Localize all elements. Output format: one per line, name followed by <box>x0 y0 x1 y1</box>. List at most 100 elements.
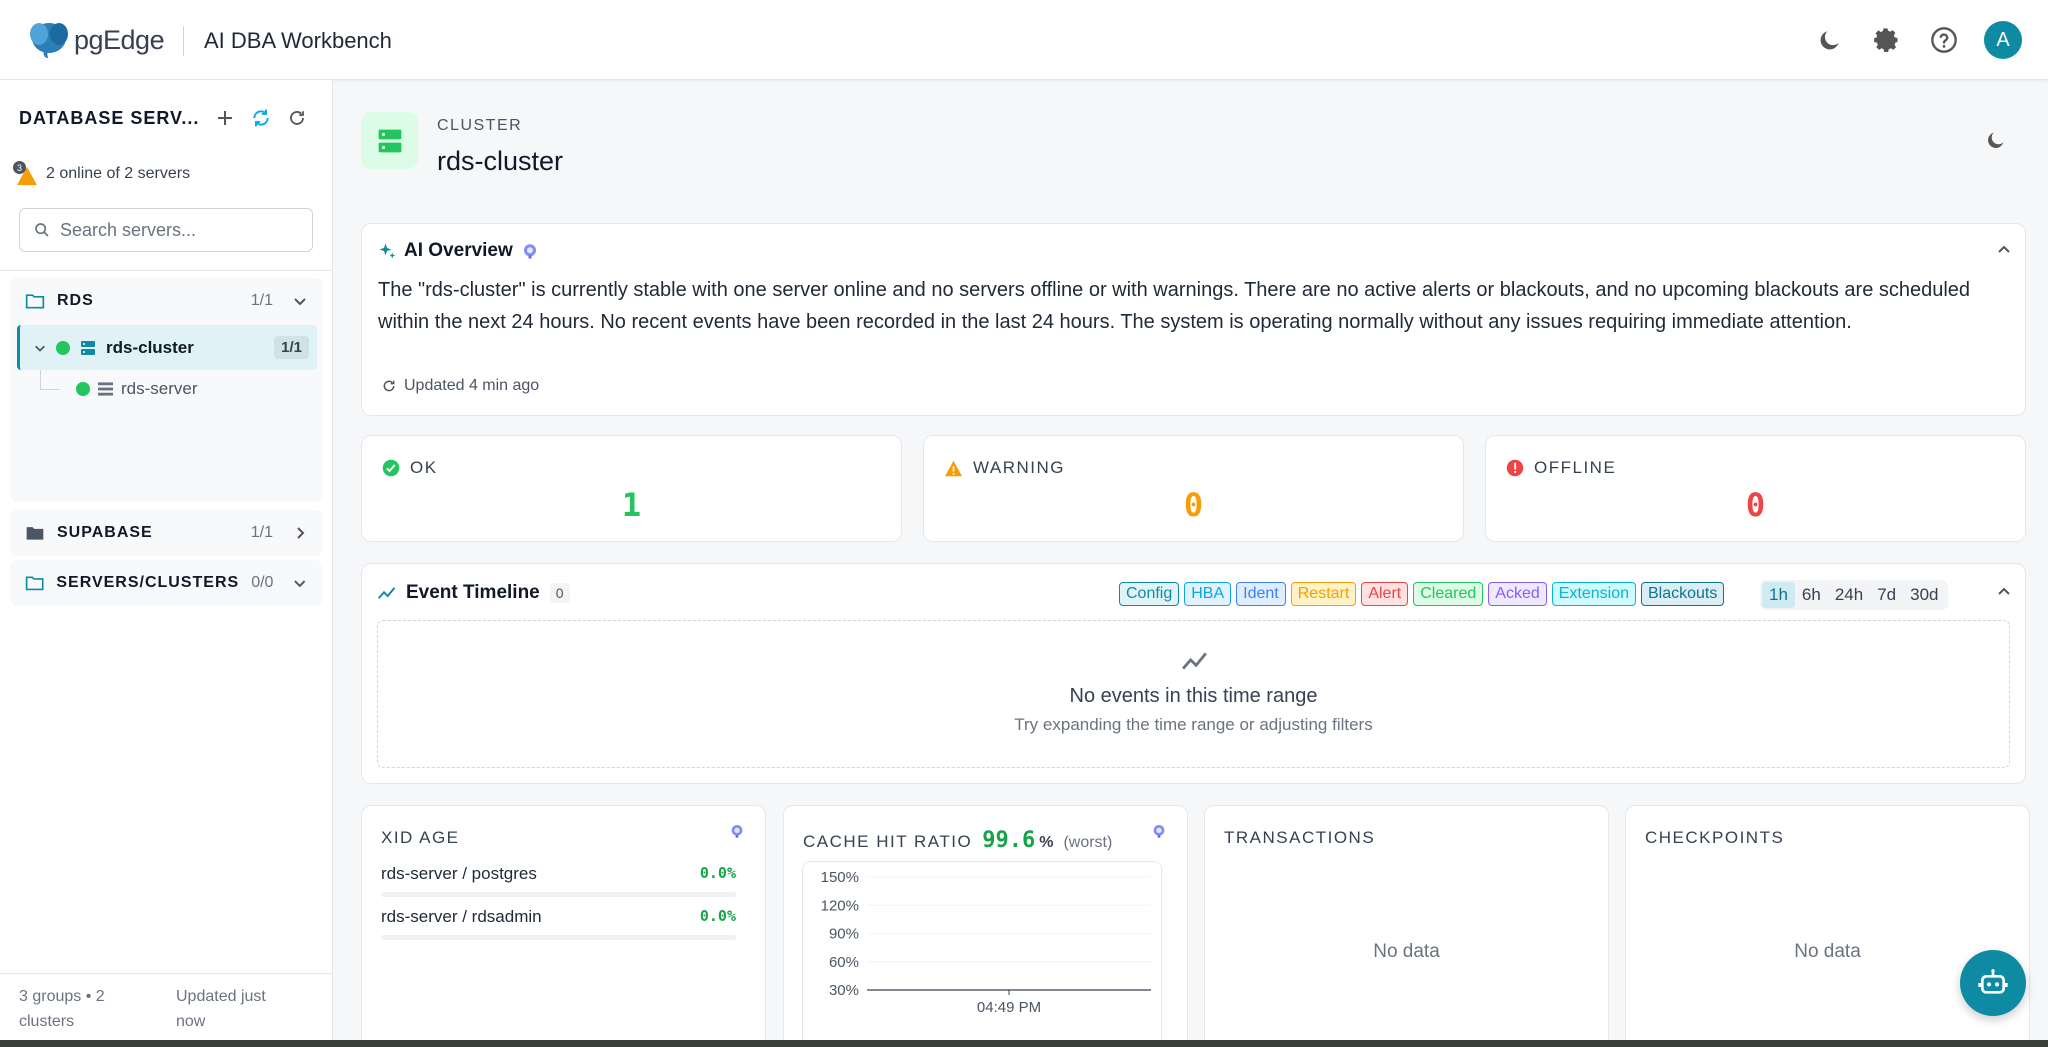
refresh-icon[interactable] <box>284 105 310 131</box>
no-data-text: No data <box>1373 941 1440 962</box>
range-7d[interactable]: 7d <box>1877 585 1897 604</box>
cluster-icon <box>378 129 401 152</box>
online-status-dot <box>56 340 70 355</box>
status-card-warning[interactable]: WARNING 0 <box>923 435 1464 542</box>
moon-icon[interactable] <box>1985 129 2013 157</box>
folder-icon <box>26 527 44 540</box>
xid-age-card: XID AGE rds-server / postgres 0.0% rds-s… <box>361 805 766 1047</box>
chevron-up-icon[interactable] <box>1992 238 2016 262</box>
ai-overview-text: The "rds-cluster" is currently stable wi… <box>378 279 1971 333</box>
page-title: rds-cluster <box>437 146 564 176</box>
sidebar-item-rds-cluster[interactable]: rds-cluster 1/1 <box>17 325 317 370</box>
cache-hit-suffix: (worst) <box>1063 834 1113 851</box>
server-icon <box>98 382 113 396</box>
filter-chip-config[interactable]: Config <box>1119 582 1180 606</box>
group-name: SERVERS/CLUSTERS <box>56 574 240 591</box>
cache-hit-chart-svg: 150% 120% 90% 60% 30% 04:49 PM <box>821 869 1151 1016</box>
cluster-count-badge: 1/1 <box>274 336 309 359</box>
status-value: 0 <box>1745 486 1766 524</box>
filter-chip-blackouts[interactable]: Blackouts <box>1641 582 1725 606</box>
metric-title-row: CACHE HIT RATIO 99.6 % (worst) <box>803 828 1112 853</box>
filter-chip-restart[interactable]: Restart <box>1290 582 1357 606</box>
group-header-rds[interactable]: RDS 1/1 <box>10 278 322 324</box>
app-logo[interactable]: pgEdge <box>26 20 165 60</box>
ai-brain-icon[interactable] <box>1151 823 1167 839</box>
ai-brain-icon <box>523 244 536 259</box>
tree-connector <box>40 370 60 390</box>
folder-icon <box>25 294 45 309</box>
search-input[interactable] <box>60 219 300 241</box>
app-title: AI DBA Workbench <box>204 28 392 53</box>
ai-brain-icon[interactable] <box>729 823 745 839</box>
ai-assistant-button[interactable] <box>1960 950 2026 1016</box>
filter-chip-acked[interactable]: Acked <box>1488 582 1547 606</box>
filter-chip-ident[interactable]: Ident <box>1236 582 1286 606</box>
group-count: 1/1 <box>250 524 273 541</box>
status-label-text: WARNING <box>973 458 1066 477</box>
status-label-text: OK <box>410 458 438 477</box>
trend-icon <box>378 587 396 599</box>
transactions-card: TRANSACTIONS No data <box>1204 805 1609 1047</box>
gear-icon[interactable] <box>1870 23 1904 57</box>
sidebar-footer-divider <box>0 973 333 974</box>
range-1h[interactable]: 1h <box>1762 582 1795 608</box>
cache-hit-ratio-card: CACHE HIT RATIO 99.6 % (worst) 150% 120% 9… <box>783 805 1188 1047</box>
updated-text: Updated 4 min ago <box>404 377 540 394</box>
chevron-down-icon[interactable] <box>293 294 307 308</box>
range-30d[interactable]: 30d <box>1910 585 1939 604</box>
empty-title: No events in this time range <box>1069 685 1318 707</box>
group-servers-clusters: SERVERS/CLUSTERS 0/0 <box>10 560 322 606</box>
chevron-down-icon[interactable] <box>34 342 46 354</box>
warning-icon: 3 <box>13 161 38 186</box>
range-24h[interactable]: 24h <box>1834 585 1864 604</box>
event-timeline-title: Event Timeline <box>406 582 540 603</box>
filter-chip-alert[interactable]: Alert <box>1361 582 1409 606</box>
cache-hit-value: 99.6 <box>982 828 1036 853</box>
group-header-supabase[interactable]: SUPABASE 1/1 <box>10 510 322 556</box>
chevron-down-icon[interactable] <box>293 576 307 590</box>
chevron-right-icon[interactable] <box>293 526 307 540</box>
refresh-icon[interactable] <box>382 379 396 393</box>
group-supabase: SUPABASE 1/1 <box>10 510 322 556</box>
event-timeline-card: Event Timeline 0 Config HBA Ident Restart Al… <box>361 563 2026 784</box>
cluster-icon <box>81 340 95 355</box>
trend-icon <box>1182 652 1207 670</box>
filter-chip-cleared[interactable]: Cleared <box>1413 582 1484 606</box>
ai-overview-title: AI Overview <box>404 240 513 261</box>
ai-overview-header: AI Overview <box>378 240 539 262</box>
search-box[interactable] <box>19 208 313 252</box>
xid-row-value: 0.0% <box>699 907 736 925</box>
xid-row-label: rds-server / postgres <box>381 864 537 883</box>
xid-row: rds-server / postgres 0.0% <box>381 864 736 897</box>
filter-chip-hba[interactable]: HBA <box>1184 582 1232 606</box>
y-tick-label: 150% <box>821 869 859 886</box>
auto-refresh-icon[interactable] <box>248 105 274 131</box>
time-range-selector: 1h 6h 24h 7d 30d <box>1760 580 1948 610</box>
cache-hit-unit: % <box>1039 834 1054 851</box>
user-avatar[interactable]: A <box>1984 21 2022 59</box>
ai-overview-card: AI Overview The "rds-cluster" is current… <box>361 223 2026 416</box>
xid-progress-bar <box>381 892 736 897</box>
group-name: SUPABASE <box>57 524 153 541</box>
filter-chip-extension[interactable]: Extension <box>1551 582 1636 606</box>
xid-progress-bar <box>381 935 736 940</box>
server-status-summary: 3 2 online of 2 servers <box>13 161 190 186</box>
sidebar-item-rds-server[interactable]: rds-server <box>76 374 198 404</box>
app-header: pgEdge AI DBA Workbench A <box>0 0 2048 80</box>
status-card-offline[interactable]: OFFLINE 0 <box>1485 435 2026 542</box>
xid-row: rds-server / rdsadmin 0.0% <box>381 907 736 940</box>
add-icon[interactable] <box>212 105 238 131</box>
metric-title: CACHE HIT RATIO <box>803 832 973 851</box>
online-status-dot <box>76 382 90 396</box>
range-6h[interactable]: 6h <box>1801 585 1821 604</box>
header-divider <box>183 26 184 56</box>
chevron-up-icon[interactable] <box>1992 580 2016 604</box>
y-tick-label: 120% <box>821 897 859 914</box>
ai-overview-updated: Updated 4 min ago <box>382 377 539 395</box>
moon-icon[interactable] <box>1813 23 1847 57</box>
group-header-servers-clusters[interactable]: SERVERS/CLUSTERS 0/0 <box>10 560 322 606</box>
status-card-ok[interactable]: OK 1 <box>361 435 902 542</box>
help-icon[interactable] <box>1927 23 1961 57</box>
event-timeline-header: Event Timeline 0 <box>378 582 570 604</box>
event-timeline-empty-state: No events in this time range Try expandi… <box>377 620 2010 768</box>
